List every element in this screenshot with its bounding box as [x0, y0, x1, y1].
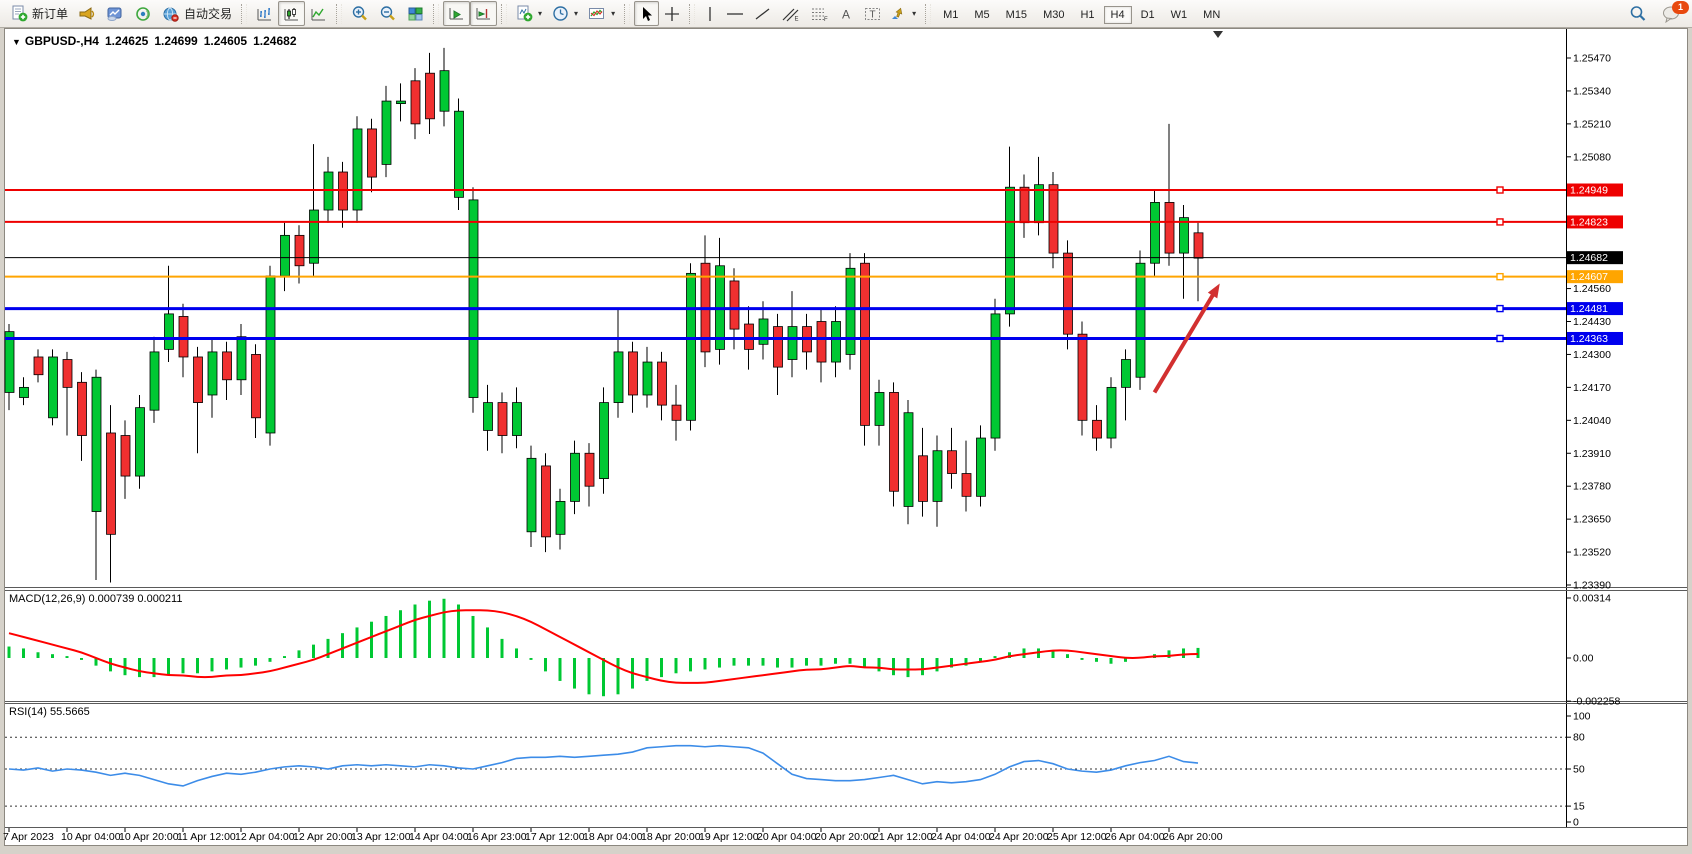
chevron-down-icon: ▾ [611, 9, 616, 18]
timeframe-button-M1[interactable]: M1 [943, 8, 959, 21]
timeframe-button-D1[interactable]: D1 [1140, 8, 1155, 21]
arrows-button[interactable]: ▾ [886, 1, 921, 26]
chart-shift-button[interactable] [470, 1, 498, 26]
indicators-icon [517, 5, 533, 22]
chevron-down-icon: ▾ [912, 9, 917, 18]
timeframe-button-H4[interactable]: H4 [1103, 5, 1132, 24]
line-chart-icon [311, 8, 326, 20]
text-icon: A [842, 7, 850, 21]
trendline-button[interactable] [749, 1, 776, 26]
toolbar-separator [336, 3, 343, 24]
candlestick-chart-button[interactable] [278, 1, 306, 26]
chevron-down-icon: ▾ [538, 9, 543, 18]
fibonacci-icon: F [812, 8, 828, 22]
svg-text:A: A [842, 7, 850, 21]
chart-title: ▼ GBPUSD-,H4 1.24625 1.24699 1.24605 1.24682 [12, 34, 297, 48]
zoom-out-button[interactable] [374, 1, 402, 26]
toolbar-separator [501, 3, 508, 24]
bar-chart-icon [257, 7, 272, 20]
ohlc-high: 1.24699 [154, 34, 198, 48]
toolbar: 新订单 [0, 0, 1692, 28]
line-chart-button[interactable] [305, 1, 332, 26]
horn-icon [79, 6, 95, 20]
timeframe-button-MN[interactable]: MN [1203, 8, 1221, 21]
chevron-down-icon: ▾ [574, 9, 579, 18]
signal-button[interactable] [129, 1, 157, 26]
horizontal-line-icon [727, 12, 744, 15]
channel-button[interactable]: E [776, 1, 805, 26]
templates-button[interactable]: ▾ [583, 1, 620, 26]
svg-text:E: E [795, 16, 799, 22]
notification-badge: 1 [1672, 0, 1689, 14]
search-icon [1630, 6, 1646, 21]
timeframe-button-M15[interactable]: M15 [1005, 8, 1028, 21]
tile-windows-button[interactable] [402, 1, 429, 26]
timeframe-group: M1 M5 M15 M30 H1 H4 D1 W1 MN [935, 5, 1228, 24]
timeframe-button-M5[interactable]: M5 [974, 8, 990, 21]
trendline-icon [755, 7, 770, 20]
toolbar-separator [925, 3, 932, 24]
equidistant-channel-icon: E [782, 8, 799, 22]
vertical-line-button[interactable] [699, 1, 721, 26]
timeframe-button-H1[interactable]: H1 [1080, 8, 1095, 21]
chart-shift-icon [476, 7, 491, 19]
timeframe-button-M30[interactable]: M30 [1043, 8, 1065, 21]
toolbar-separator [624, 3, 631, 24]
rsi-indicator-label: RSI(14) 55.5665 [9, 706, 90, 718]
zoom-in-button[interactable] [346, 1, 374, 26]
auto-trading-label: 自动交易 [184, 7, 233, 21]
market-window-button[interactable] [101, 1, 129, 26]
chart-window-icon [107, 7, 122, 21]
bar-chart-button[interactable] [251, 1, 278, 26]
chart-symbol-period: GBPUSD-,H4 [24, 34, 99, 48]
clock-icon [553, 6, 568, 21]
auto-scroll-icon [449, 7, 464, 19]
chart-area[interactable] [4, 28, 1688, 846]
toolbar-separator [433, 3, 440, 24]
text-button[interactable]: A [834, 1, 859, 26]
svg-text:T: T [870, 9, 876, 20]
zoom-in-icon [352, 6, 367, 21]
arrow-objects-icon [892, 7, 903, 19]
toolbar-right-group: 1 [1624, 0, 1689, 26]
new-order-label: 新订单 [32, 7, 69, 21]
zoom-out-icon [380, 6, 395, 21]
svg-text:F: F [824, 17, 828, 22]
candlestick-chart-icon [284, 7, 299, 20]
signal-icon [136, 6, 150, 21]
tile-windows-icon [408, 7, 423, 20]
periods-button[interactable]: ▾ [547, 1, 583, 26]
cursor-icon [643, 6, 653, 21]
horizontal-line-button[interactable] [721, 1, 749, 26]
toolbar-separator [689, 3, 696, 24]
timeframe-button-W1[interactable]: W1 [1170, 8, 1188, 21]
template-icon [589, 7, 605, 19]
globe-icon [163, 7, 179, 22]
auto-scroll-button[interactable] [443, 1, 471, 26]
notifications-button[interactable]: 1 [1662, 0, 1689, 23]
crosshair-icon [665, 6, 680, 21]
sound-button[interactable] [73, 1, 101, 26]
new-order-icon [12, 5, 28, 22]
auto-trading-button[interactable]: 自动交易 [157, 1, 237, 26]
ohlc-close: 1.24682 [253, 34, 297, 48]
indicators-button[interactable]: ▾ [511, 1, 547, 26]
ohlc-open: 1.24625 [104, 34, 149, 48]
ohlc-low: 1.24605 [203, 34, 248, 48]
vertical-line-icon [709, 6, 711, 21]
text-label-button[interactable]: T [859, 1, 886, 26]
chart-menu-icon[interactable]: ▼ [12, 37, 21, 47]
crosshair-button[interactable] [659, 1, 685, 26]
new-order-button[interactable]: 新订单 [6, 1, 73, 26]
cursor-button[interactable] [634, 1, 660, 26]
fibonacci-button[interactable]: F [805, 1, 834, 26]
toolbar-separator [241, 3, 248, 24]
macd-indicator-label: MACD(12,26,9) 0.000739 0.000211 [9, 593, 183, 605]
text-label-icon: T [865, 7, 881, 20]
search-button[interactable] [1624, 1, 1652, 26]
